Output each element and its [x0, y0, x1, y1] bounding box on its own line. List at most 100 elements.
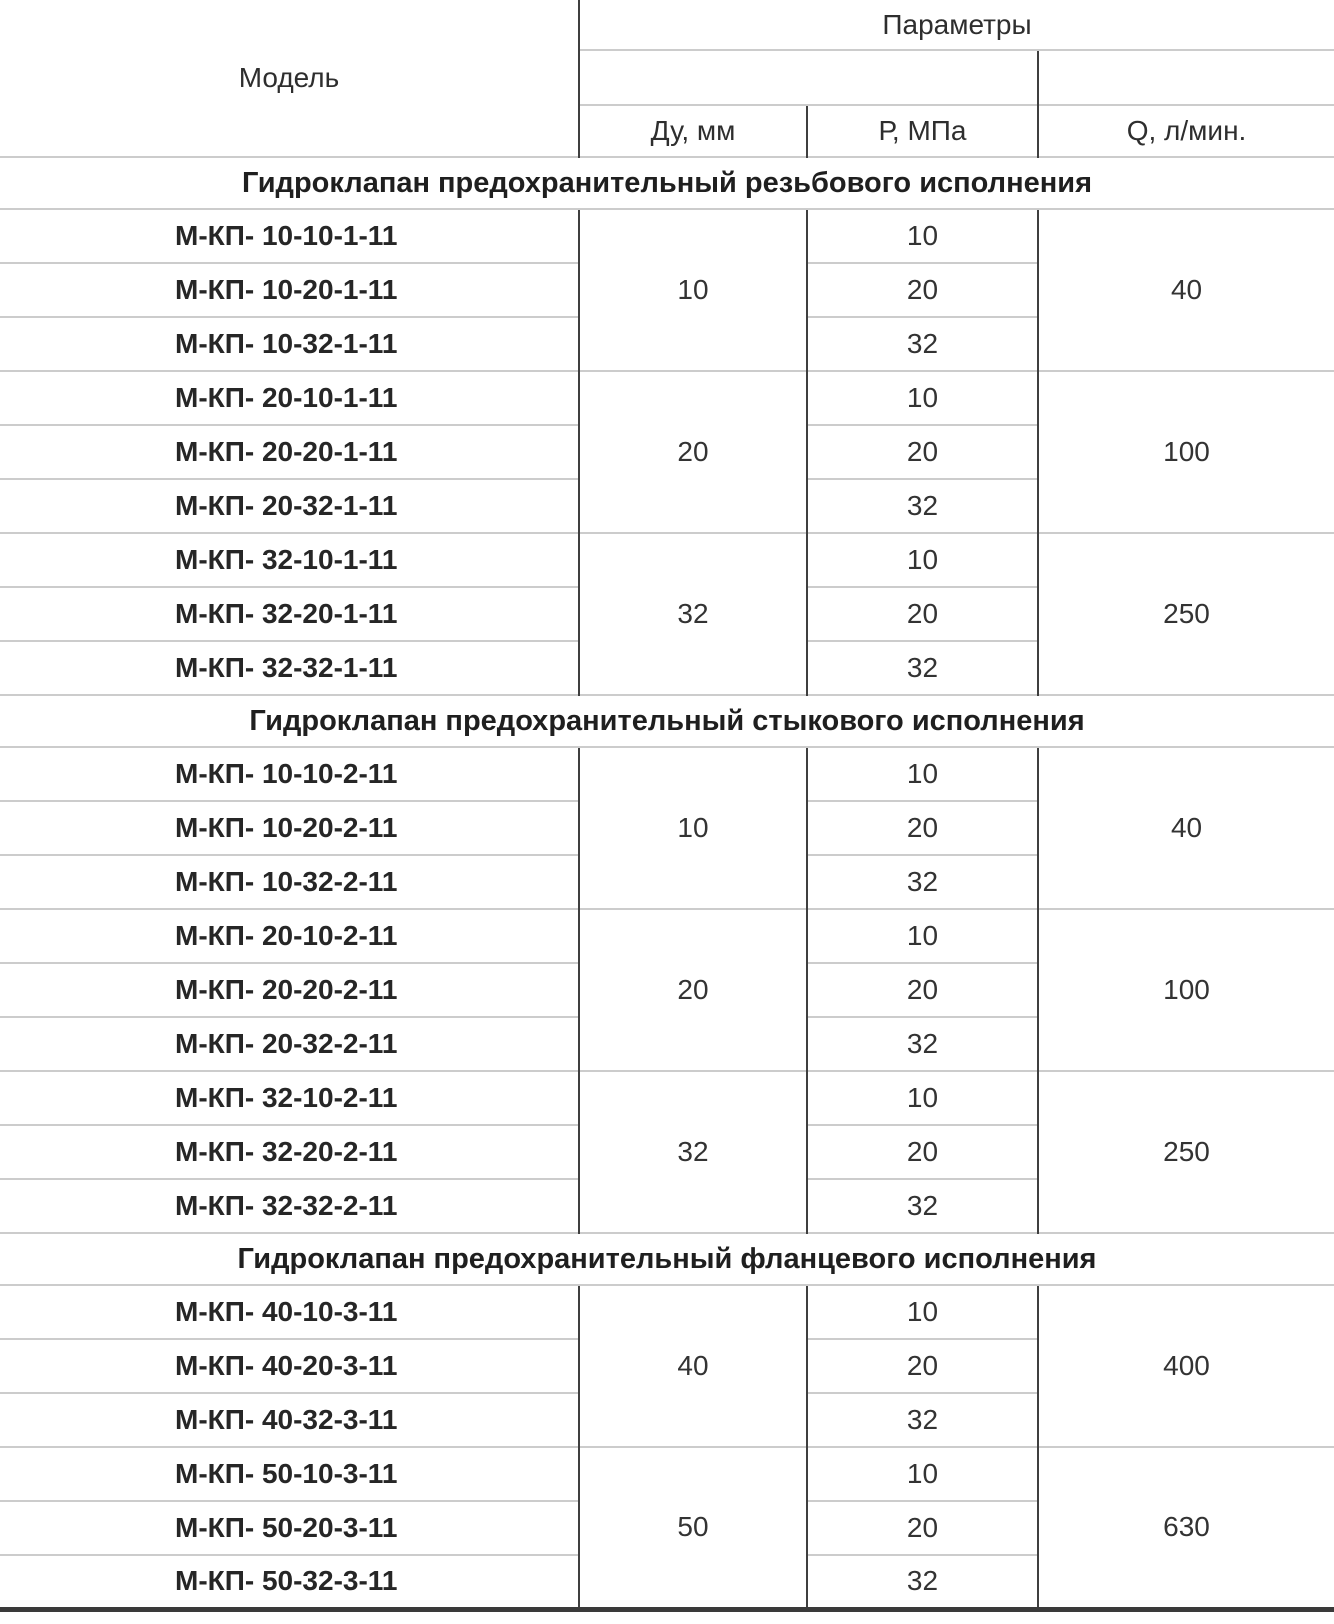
- section-title-row: Гидроклапан предохранительный стыкового …: [0, 694, 1334, 748]
- p-cell: 10: [806, 1070, 1038, 1125]
- model-cell: М-КП- 40-20-3-11: [0, 1338, 579, 1393]
- table-row: М-КП- 32-32-1-11 32: [0, 640, 1334, 695]
- p-cell: 10: [806, 908, 1038, 963]
- p-cell: 20: [806, 424, 1038, 479]
- model-cell: М-КП- 32-20-1-11: [0, 586, 579, 641]
- table-row: М-КП- 32-20-2-11 20: [0, 1124, 1334, 1179]
- table-row: М-КП- 20-20-2-11 20: [0, 962, 1334, 1017]
- p-cell: 20: [806, 262, 1038, 317]
- model-cell: М-КП- 32-10-1-11: [0, 532, 579, 587]
- p-cell: 32: [806, 316, 1038, 371]
- model-cell: М-КП- 10-10-2-11: [0, 746, 579, 801]
- du-cell: 20: [578, 370, 807, 533]
- du-cell: 20: [578, 908, 807, 1071]
- model-cell: М-КП- 50-32-3-11: [0, 1554, 579, 1609]
- p-cell: 32: [806, 478, 1038, 533]
- q-cell: 250: [1036, 1070, 1334, 1233]
- model-cell: М-КП- 40-10-3-11: [0, 1284, 579, 1339]
- header-spacer-left: [578, 49, 1038, 105]
- p-cell: 20: [806, 1338, 1038, 1393]
- table-row: М-КП- 32-20-1-11 20: [0, 586, 1334, 641]
- table-row: М-КП- 40-20-3-11 20: [0, 1338, 1334, 1393]
- header-col-du: Ду, мм: [578, 104, 807, 157]
- q-cell: 40: [1036, 746, 1334, 909]
- model-cell: М-КП- 10-32-1-11: [0, 316, 579, 371]
- header-spacer-right: [1036, 49, 1334, 105]
- table-row: М-КП- 20-10-1-11 20 10 100: [0, 370, 1334, 533]
- model-cell: М-КП- 32-32-1-11: [0, 640, 579, 695]
- table-row: М-КП- 10-10-2-11 10 10 40: [0, 746, 1334, 909]
- du-cell: 10: [578, 746, 807, 909]
- table-row: М-КП- 10-10-1-11 10 10 40: [0, 208, 1334, 371]
- p-cell: 20: [806, 1500, 1038, 1555]
- table-row: М-КП- 10-32-1-11 32: [0, 316, 1334, 371]
- section-title-row: Гидроклапан предохранительный фланцевого…: [0, 1232, 1334, 1286]
- table-row: М-КП- 40-10-3-11 40 10 400: [0, 1284, 1334, 1447]
- table-row: М-КП- 50-32-3-11 32: [0, 1554, 1334, 1609]
- p-cell: 10: [806, 370, 1038, 425]
- du-cell: 32: [578, 532, 807, 695]
- section-title: Гидроклапан предохранительный фланцевого…: [0, 1232, 1334, 1286]
- model-cell: М-КП- 10-32-2-11: [0, 854, 579, 909]
- table-row: М-КП- 32-10-2-11 32 10 250: [0, 1070, 1334, 1233]
- model-cell: М-КП- 10-20-2-11: [0, 800, 579, 855]
- model-cell: М-КП- 20-32-1-11: [0, 478, 579, 533]
- p-cell: 10: [806, 746, 1038, 801]
- model-cell: М-КП- 10-10-1-11: [0, 208, 579, 263]
- q-cell: 40: [1036, 208, 1334, 371]
- p-cell: 32: [806, 1392, 1038, 1447]
- p-cell: 32: [806, 640, 1038, 695]
- section-title: Гидроклапан предохранительный стыкового …: [0, 694, 1334, 748]
- p-cell: 32: [806, 1178, 1038, 1233]
- model-cell: М-КП- 20-32-2-11: [0, 1016, 579, 1071]
- p-cell: 32: [806, 1016, 1038, 1071]
- header-parameters: Параметры: [577, 0, 1334, 50]
- q-cell: 630: [1036, 1446, 1334, 1609]
- model-cell: М-КП- 40-32-3-11: [0, 1392, 579, 1447]
- table-row: М-КП- 50-20-3-11 20: [0, 1500, 1334, 1555]
- p-cell: 10: [806, 208, 1038, 263]
- section-title-row: Гидроклапан предохранительный резьбового…: [0, 156, 1334, 210]
- p-cell: 10: [806, 532, 1038, 587]
- model-cell: М-КП- 32-10-2-11: [0, 1070, 579, 1125]
- section-title: Гидроклапан предохранительный резьбового…: [0, 156, 1334, 210]
- table-row: М-КП- 20-10-2-11 20 10 100: [0, 908, 1334, 1071]
- header-col-p: Р, МПа: [806, 104, 1038, 157]
- table-row: М-КП- 10-20-1-11 20: [0, 262, 1334, 317]
- table-row: М-КП- 10-32-2-11 32: [0, 854, 1334, 909]
- model-cell: М-КП- 50-10-3-11: [0, 1446, 579, 1501]
- model-cell: М-КП- 32-20-2-11: [0, 1124, 579, 1179]
- model-cell: М-КП- 32-32-2-11: [0, 1178, 579, 1233]
- p-cell: 10: [806, 1446, 1038, 1501]
- table-row: М-КП- 50-10-3-11 50 10 630: [0, 1446, 1334, 1609]
- header-model: Модель: [238, 62, 340, 93]
- table-row: М-КП- 20-32-1-11 32: [0, 478, 1334, 533]
- q-cell: 100: [1036, 908, 1334, 1071]
- model-cell: М-КП- 20-20-2-11: [0, 962, 579, 1017]
- p-cell: 32: [806, 1554, 1038, 1609]
- q-cell: 250: [1036, 532, 1334, 695]
- p-cell: 20: [806, 586, 1038, 641]
- model-cell: М-КП- 20-10-1-11: [0, 370, 579, 425]
- model-cell: М-КП- 50-20-3-11: [0, 1500, 579, 1555]
- table-row: М-КП- 40-32-3-11 32: [0, 1392, 1334, 1447]
- du-cell: 32: [578, 1070, 807, 1233]
- p-cell: 32: [806, 854, 1038, 909]
- table-row: М-КП- 20-20-1-11 20: [0, 424, 1334, 479]
- p-cell: 10: [806, 1284, 1038, 1339]
- p-cell: 20: [806, 962, 1038, 1017]
- model-cell: М-КП- 20-10-2-11: [0, 908, 579, 963]
- model-cell: М-КП- 20-20-1-11: [0, 424, 579, 479]
- table-row: М-КП- 32-10-1-11 32 10 250: [0, 532, 1334, 695]
- p-cell: 20: [806, 1124, 1038, 1179]
- table-row: М-КП- 20-32-2-11 32: [0, 1016, 1334, 1071]
- table-row: М-КП- 10-20-2-11 20: [0, 800, 1334, 855]
- q-cell: 400: [1036, 1284, 1334, 1447]
- header-col-q: Q, л/мин.: [1036, 104, 1334, 157]
- table-row: М-КП- 32-32-2-11 32: [0, 1178, 1334, 1233]
- model-cell: М-КП- 10-20-1-11: [0, 262, 579, 317]
- du-cell: 40: [578, 1284, 807, 1447]
- du-cell: 10: [578, 208, 807, 371]
- p-cell: 20: [806, 800, 1038, 855]
